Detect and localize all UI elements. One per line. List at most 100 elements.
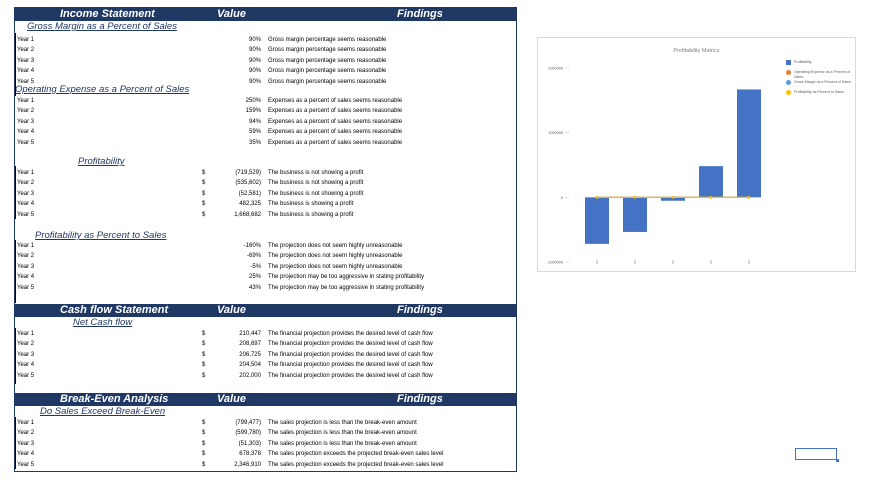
- row-finding: The financial projection provides the de…: [268, 362, 433, 369]
- table-row: Year 4 59% Expenses as a percent of sales …: [15, 127, 516, 137]
- row-label: Year 1: [17, 420, 35, 426]
- break-even-header: Break-Even Analysis Value Findings: [15, 393, 516, 406]
- table-row: Year 3 -5% The projection does not seem hi…: [15, 262, 516, 272]
- table-row: Year 4 25% The projection may be too aggre…: [15, 272, 516, 282]
- section-title-opex: Operating Expense as a Percent of Sales: [15, 84, 190, 95]
- row-value: (52,581): [238, 190, 261, 197]
- row-value: 202,000: [239, 372, 261, 379]
- row-value: (719,529): [235, 170, 261, 176]
- row-value: 482,325: [239, 201, 261, 208]
- row-finding: The sales projection is less than the br…: [268, 440, 417, 447]
- currency-symbol: $: [202, 331, 206, 337]
- row-label: Year 1: [17, 98, 35, 104]
- row-label: Year 5: [17, 461, 35, 468]
- header-col-findings: Findings: [397, 304, 443, 316]
- row-value: 90%: [248, 47, 261, 54]
- table-row: Year 2 90% Gross margin percentage seems r…: [15, 45, 516, 55]
- row-label: Year 5: [17, 372, 35, 379]
- row-value: -5%: [250, 263, 261, 270]
- row-finding: The business is not showing a profit: [268, 180, 364, 187]
- row-label: Year 3: [17, 190, 35, 197]
- row-finding: Gross margin percentage seems reasonable: [268, 47, 387, 54]
- table-row: Year 1 $ (799,477) The sales projection is …: [15, 418, 516, 428]
- y-tick-label: -1000000: [547, 261, 563, 265]
- row-label: Year 4: [17, 129, 35, 136]
- row-finding: Gross margin percentage seems reasonable: [268, 57, 387, 64]
- row-value: 35%: [248, 139, 261, 146]
- row-finding: Gross margin percentage seems reasonable: [268, 37, 387, 43]
- table-row: Year 5 43% The projection may be too aggre…: [15, 283, 516, 293]
- y-tick-label: 1000000: [548, 131, 563, 135]
- row-value: (799,477): [235, 420, 261, 426]
- currency-symbol: $: [202, 440, 206, 447]
- row-value: -69%: [246, 253, 261, 260]
- cashflow-header: Cash flow Statement Value Findings: [15, 304, 516, 317]
- currency-symbol: $: [202, 170, 206, 176]
- bar-profitability: [737, 89, 761, 198]
- row-finding: The projection does not seem highly unre…: [268, 263, 403, 270]
- row-label: Year 3: [17, 118, 35, 125]
- section-border: [15, 33, 16, 96]
- section-border: [15, 417, 16, 469]
- fill-handle[interactable]: [836, 459, 839, 462]
- series-point: [595, 196, 599, 199]
- row-value: 90%: [248, 78, 261, 85]
- row-finding: The business is showing a profit: [268, 201, 354, 208]
- section-border: [15, 166, 16, 219]
- table-row: Year 3 $206,725 The financial projection p…: [15, 350, 516, 360]
- series-point: [671, 196, 675, 199]
- analysis-sheet: Income Statement Value Findings Gross Ma…: [14, 7, 517, 472]
- table-row: Year 2 -69% The projection does not seem h…: [15, 251, 516, 261]
- header-col-title: Cash flow Statement: [60, 304, 169, 316]
- bar-profitability: [623, 197, 647, 232]
- series-point: [709, 196, 713, 199]
- y-tick-label: 0: [561, 196, 563, 200]
- table-row: Year 1 -160% The projection does not seem …: [15, 241, 516, 251]
- currency-symbol: $: [202, 341, 206, 348]
- currency-symbol: $: [202, 201, 206, 208]
- profitability-chart[interactable]: Profitability Matrics 2000000 1000000 0 -10…: [537, 37, 856, 272]
- header-col-value: Value: [217, 393, 246, 405]
- legend-swatch: [786, 80, 791, 85]
- row-label: Year 2: [17, 180, 35, 187]
- row-value: 90%: [248, 37, 261, 43]
- currency-symbol: $: [202, 420, 206, 426]
- table-row: Year 3 $ (51,303) The sales projection is l…: [15, 439, 516, 449]
- section-title-break-even: Do Sales Exceed Break-Even: [40, 406, 166, 417]
- row-finding: The financial projection provides the de…: [268, 341, 433, 348]
- row-value: 208,697: [239, 341, 261, 348]
- row-value: -160%: [243, 243, 261, 249]
- row-label: Year 4: [17, 68, 35, 75]
- row-value: (51,303): [238, 440, 261, 447]
- chart-plot: 2000000 1000000 0 -1000000: [547, 67, 761, 265]
- row-value: 250%: [245, 98, 261, 104]
- header-col-value: Value: [217, 304, 246, 316]
- row-finding: Expenses as a percent of sales seems rea…: [268, 118, 403, 125]
- table-row: Year 2 $208,697 The financial projection p…: [15, 339, 516, 349]
- row-label: Year 5: [17, 139, 35, 146]
- legend-swatch: [786, 90, 791, 95]
- row-value: (535,602): [235, 180, 261, 187]
- row-label: Year 5: [17, 284, 35, 291]
- section-border: [15, 240, 16, 303]
- table-row: Year 1 250% Expenses as a percent of sales…: [15, 96, 516, 106]
- row-value: 94%: [248, 118, 261, 125]
- section-title-profitability: Profitability: [78, 156, 125, 167]
- legend-label: Profitability: [794, 60, 812, 64]
- legend-label: Operating Expense as a Percent of Sales: [794, 70, 850, 79]
- row-label: Year 5: [17, 211, 35, 218]
- table-row: Year 2 $ (535,602) The business is not show…: [15, 178, 516, 188]
- header-col-title: Break-Even Analysis: [60, 393, 169, 405]
- row-finding: Expenses as a percent of sales seems rea…: [268, 98, 403, 104]
- legend-label: Gross Margin as a Percent of Sales: [794, 80, 851, 84]
- chart-title: Profitability Matrics: [673, 48, 720, 54]
- header-col-title: Income Statement: [60, 8, 155, 20]
- row-label: Year 3: [17, 440, 35, 447]
- row-finding: The projection may be too aggressive in …: [268, 274, 425, 281]
- selected-cell[interactable]: [795, 448, 839, 462]
- row-label: Year 4: [17, 201, 35, 208]
- row-value: 2,346,910: [234, 461, 261, 468]
- row-finding: Expenses as a percent of sales seems rea…: [268, 108, 403, 115]
- row-finding: The projection may be too aggressive in …: [268, 284, 425, 291]
- row-value: 204,504: [239, 362, 261, 369]
